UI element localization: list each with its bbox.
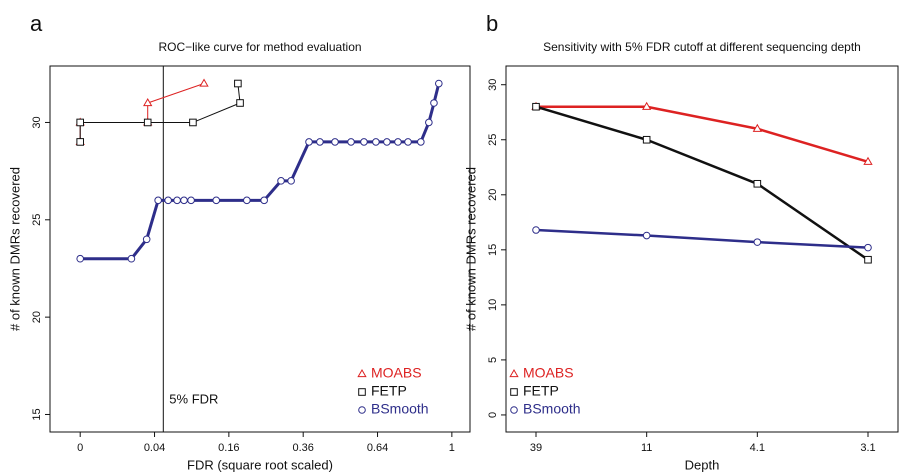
marker: [212, 196, 221, 205]
chart-title: ROC−like curve for method evaluation: [158, 40, 361, 54]
marker: [863, 156, 873, 165]
y-tick-label: 20: [31, 311, 43, 323]
plot-frame: [505, 65, 899, 433]
marker: [173, 196, 181, 205]
x-axis-label: FDR (square root scaled): [187, 457, 333, 472]
y-tick-label: 0: [487, 412, 499, 418]
marker: [372, 138, 380, 146]
marker: [642, 231, 651, 240]
marker: [287, 177, 295, 185]
series-line: [79, 83, 205, 142]
marker: [76, 254, 84, 263]
series-line: [535, 228, 869, 249]
series-line: [80, 83, 441, 261]
marker: [127, 254, 136, 263]
y-tick-label: 25: [31, 214, 43, 226]
marker: [189, 118, 197, 127]
marker: [430, 99, 438, 107]
marker: [753, 238, 762, 246]
x-tick-label: 4.1: [750, 442, 765, 454]
x-tick-label: 0.64: [367, 442, 388, 454]
marker: [357, 368, 367, 378]
marker: [277, 177, 285, 185]
marker: [753, 179, 762, 188]
y-tick-label: 5: [487, 357, 499, 363]
marker: [234, 79, 242, 88]
marker: [394, 138, 402, 146]
marker: [510, 388, 518, 396]
marker: [532, 102, 540, 111]
marker: [642, 101, 652, 110]
legend-label: FETP: [371, 383, 407, 399]
plot-frame: [49, 65, 471, 433]
legend-label: BSmooth: [523, 401, 581, 417]
marker: [404, 138, 412, 146]
x-tick-label: 3.1: [860, 442, 875, 454]
y-tick-label: 30: [487, 79, 499, 91]
marker: [154, 196, 162, 205]
marker: [331, 138, 339, 146]
legend-label: FETP: [523, 383, 559, 399]
marker: [164, 196, 172, 205]
y-tick-label: 25: [487, 134, 499, 146]
marker: [864, 255, 872, 264]
x-tick-label: 11: [641, 442, 652, 454]
marker: [187, 196, 195, 205]
marker: [425, 118, 433, 127]
series-line: [536, 105, 869, 163]
marker: [143, 97, 153, 107]
x-tick-label: 1: [449, 442, 455, 454]
marker: [417, 138, 425, 146]
series-line: [535, 105, 869, 261]
marker: [435, 79, 443, 88]
x-tick-label: 0: [77, 442, 83, 454]
y-axis-label: # of known DMRs recovered: [463, 167, 478, 331]
marker: [243, 196, 251, 205]
marker: [316, 138, 324, 146]
y-tick-label: 10: [487, 299, 499, 311]
marker: [199, 78, 209, 87]
chart-title: Sensitivity with 5% FDR cutoff at differ…: [543, 40, 861, 54]
marker: [383, 138, 391, 146]
y-tick-label: 20: [487, 189, 499, 201]
panel-label: b: [486, 11, 498, 36]
marker: [143, 118, 152, 127]
legend-label: MOABS: [371, 365, 422, 381]
y-tick-label: 30: [31, 116, 43, 128]
marker: [532, 226, 540, 234]
x-tick-label: 39: [530, 442, 542, 454]
annotation: 5% FDR: [169, 391, 218, 406]
marker: [142, 235, 151, 244]
marker: [305, 138, 313, 146]
y-axis-label: # of known DMRs recovered: [7, 167, 22, 331]
marker: [510, 406, 518, 414]
x-tick-label: 0.04: [144, 442, 165, 454]
marker: [642, 135, 651, 144]
legend-label: MOABS: [523, 365, 574, 381]
marker: [360, 138, 368, 146]
marker: [76, 118, 84, 127]
panel-label: a: [30, 11, 43, 36]
x-axis-label: Depth: [685, 457, 720, 472]
marker: [358, 406, 366, 414]
legend-label: BSmooth: [371, 401, 429, 417]
y-tick-label: 15: [31, 408, 43, 420]
marker: [864, 243, 872, 252]
marker: [76, 138, 84, 146]
marker: [180, 196, 188, 205]
x-tick-label: 0.36: [292, 442, 313, 454]
marker: [752, 123, 762, 132]
marker: [358, 388, 366, 396]
marker: [260, 196, 268, 205]
y-tick-label: 15: [487, 244, 499, 256]
series-line: [79, 83, 241, 142]
x-tick-label: 0.16: [218, 442, 239, 454]
marker: [509, 368, 519, 378]
marker: [236, 99, 244, 107]
marker: [347, 138, 355, 146]
